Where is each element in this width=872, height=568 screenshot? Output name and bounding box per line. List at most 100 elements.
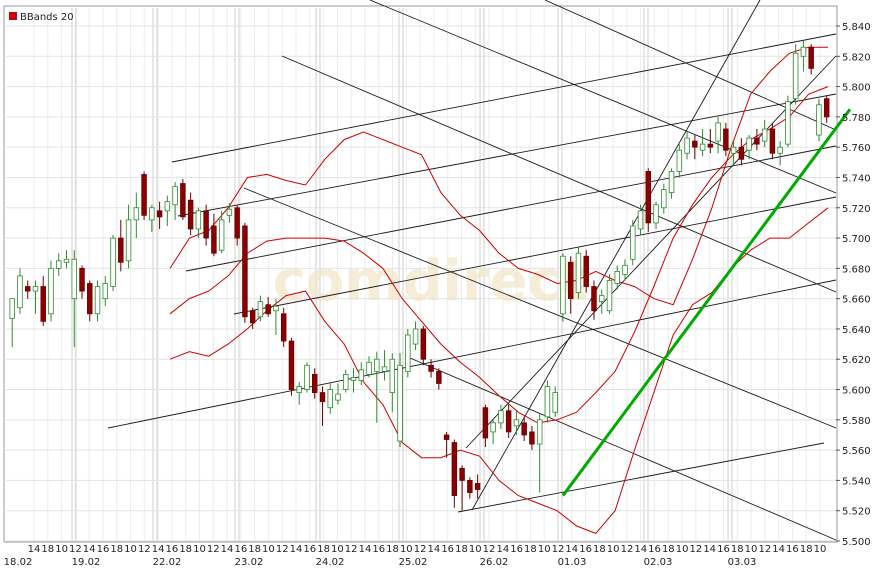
y-tick-label: 5.800 (842, 83, 871, 94)
channel-lines (107, 0, 837, 541)
band-middle (169, 86, 829, 424)
x-hour-label: 18 (110, 544, 123, 555)
candle-body (567, 261, 574, 300)
candle-body (412, 328, 419, 345)
x-hour-label: 18 (593, 544, 606, 555)
candle-body (9, 298, 15, 319)
candle-body (684, 137, 690, 154)
x-date-label: 23.02 (235, 557, 264, 568)
candle-body (482, 407, 489, 439)
candle-body (544, 386, 551, 418)
x-hour-label: 14 (703, 544, 716, 555)
x-date-label: 25.02 (399, 557, 428, 568)
x-hour-label: 18 (731, 544, 744, 555)
x-hour-label: 10 (469, 544, 482, 555)
x-hour-label: 10 (814, 544, 827, 555)
candle-body (234, 207, 240, 239)
candle-body (715, 122, 721, 142)
candle-body (599, 295, 605, 303)
candle-body (521, 422, 527, 436)
x-hour-label: 12 (414, 544, 427, 555)
candle-body (668, 171, 675, 194)
y-tick-label: 5.620 (842, 355, 871, 366)
x-hour-label: 10 (193, 544, 206, 555)
candle-body (630, 225, 636, 260)
candle-body (24, 286, 31, 292)
x-date-label: 02.03 (644, 557, 673, 568)
candle-body (785, 101, 791, 145)
channel-line (243, 187, 837, 429)
y-tick-label: 5.700 (842, 234, 871, 245)
candle-body (730, 146, 737, 154)
x-hour-label: 16 (303, 544, 316, 555)
candle-body (304, 364, 310, 390)
candle-body (498, 410, 504, 424)
x-hour-label: 16 (786, 544, 799, 555)
band-upper (169, 46, 828, 306)
x-hour-label: 14 (221, 544, 234, 555)
candle-body (591, 286, 597, 312)
x-hour-label: 18 (800, 544, 813, 555)
candle-body (583, 255, 589, 287)
candle-body (467, 480, 473, 493)
candle-body (474, 483, 481, 490)
candle-body (436, 370, 442, 384)
candle-body (428, 364, 434, 372)
candle-body (792, 52, 799, 100)
x-hour-label: 12 (207, 544, 220, 555)
candle-body (141, 174, 147, 216)
x-hour-label: 18 (317, 544, 330, 555)
x-hour-label: 14 (428, 544, 441, 555)
x-hour-label: 14 (359, 544, 372, 555)
candle-body (312, 373, 318, 393)
candle-body (265, 304, 271, 315)
x-hour-label: 12 (621, 544, 634, 555)
x-hour-label: 16 (648, 544, 661, 555)
x-hour-label: 12 (758, 544, 771, 555)
channel-line (471, 0, 761, 511)
x-hour-label: 10 (745, 544, 758, 555)
candle-body (451, 442, 458, 496)
x-hour-label: 16 (579, 544, 592, 555)
candle-body (242, 225, 248, 318)
x-hour-label: 18 (662, 544, 675, 555)
x-date-label: 24.02 (316, 557, 345, 568)
candle-body (707, 143, 714, 148)
x-hour-label: 16 (441, 544, 454, 555)
x-hour-label: 12 (690, 544, 703, 555)
candle-body (164, 201, 171, 212)
y-tick-label: 5.600 (842, 386, 871, 397)
candle-body (172, 186, 178, 206)
x-hour-label: 10 (55, 544, 68, 555)
candle-body (71, 258, 77, 300)
x-hour-label: 14 (290, 544, 303, 555)
candle-body (40, 286, 46, 322)
candle-body (125, 219, 132, 262)
candle-body (754, 137, 760, 145)
candle-body (746, 137, 752, 151)
candle-body (319, 392, 326, 403)
candle-body (653, 204, 659, 224)
x-hour-label: 12 (345, 544, 358, 555)
trendline (561, 108, 852, 497)
candle-body (257, 301, 264, 318)
x-hour-label: 12 (552, 544, 565, 555)
x-hour-label: 14 (772, 544, 785, 555)
y-tick-label: 5.640 (842, 325, 871, 336)
y-tick-label: 5.560 (842, 446, 871, 457)
x-hour-label: 16 (372, 544, 385, 555)
y-tick-label: 5.500 (842, 537, 871, 548)
candle-body (529, 431, 535, 445)
candle-body (637, 210, 644, 230)
x-hour-label: 16 (510, 544, 523, 555)
candle-body (203, 210, 209, 239)
x-hour-label: 16 (166, 544, 179, 555)
candle-body (335, 393, 341, 401)
candle-body (94, 286, 101, 315)
candle-body (32, 286, 39, 292)
y-tick-label: 5.580 (842, 416, 871, 427)
candle-body (536, 419, 543, 445)
candle-body (87, 283, 93, 315)
candle-body (769, 128, 776, 154)
